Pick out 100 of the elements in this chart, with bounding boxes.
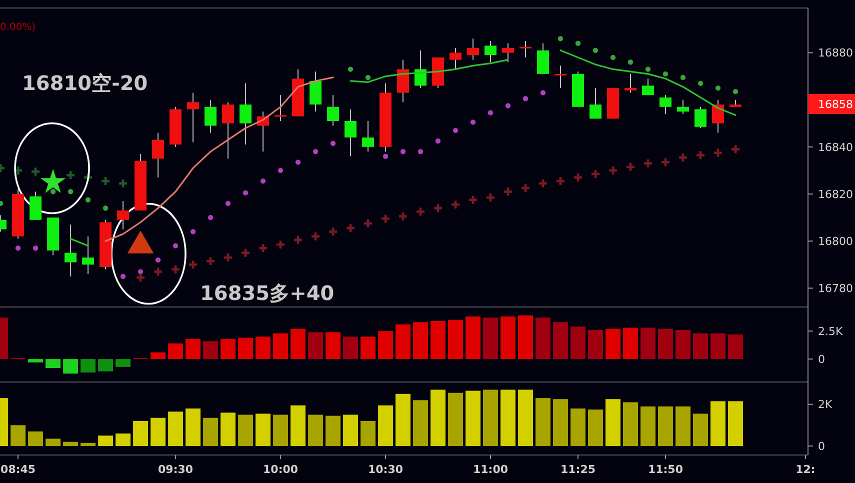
bar xyxy=(273,414,288,446)
point xyxy=(135,272,146,283)
bar xyxy=(658,328,673,360)
point xyxy=(100,176,111,186)
point xyxy=(625,162,636,172)
annotation: 0.00%) xyxy=(0,22,36,33)
point xyxy=(505,103,511,108)
y-tick-label: 2K xyxy=(818,398,833,412)
bar xyxy=(605,399,620,446)
x-tick-label: 08:45 xyxy=(0,463,36,476)
point xyxy=(680,74,686,80)
candlestick xyxy=(240,82,252,146)
point xyxy=(485,192,496,203)
point xyxy=(380,214,391,224)
y-tick-label: 0 xyxy=(818,440,825,453)
point xyxy=(555,176,566,186)
candlestick xyxy=(642,78,654,96)
bar xyxy=(430,390,446,446)
bar xyxy=(448,392,464,446)
bar xyxy=(63,359,78,374)
bar xyxy=(133,421,148,446)
bar xyxy=(605,328,620,360)
bar xyxy=(360,336,376,360)
bar xyxy=(623,328,638,360)
y-tick-label: 16880 xyxy=(818,46,853,60)
point xyxy=(502,186,514,197)
bar xyxy=(413,400,428,446)
point xyxy=(275,239,286,250)
bar xyxy=(518,390,534,446)
bar xyxy=(343,336,358,360)
point xyxy=(610,54,616,60)
bar xyxy=(186,408,201,446)
bar xyxy=(483,318,498,360)
bar xyxy=(220,412,236,446)
y-tick-label: 16840 xyxy=(818,140,853,154)
bar xyxy=(500,316,516,360)
candlestick xyxy=(694,106,706,129)
point xyxy=(608,165,618,176)
point xyxy=(205,256,216,266)
bar xyxy=(238,414,254,446)
bar xyxy=(63,442,78,446)
candlestick xyxy=(222,102,234,160)
point xyxy=(628,60,634,65)
candlestick xyxy=(712,99,724,134)
point xyxy=(678,152,688,163)
point xyxy=(712,148,724,158)
bar xyxy=(710,333,726,360)
bar xyxy=(728,334,743,360)
point xyxy=(310,231,321,242)
bar xyxy=(256,336,271,360)
candlestick xyxy=(274,94,287,122)
candlestick xyxy=(537,42,550,74)
point xyxy=(520,182,531,194)
candlestick xyxy=(310,71,322,112)
bar xyxy=(430,320,446,360)
candlestick xyxy=(624,73,637,94)
x-tick-label: 11:50 xyxy=(648,463,684,476)
bar xyxy=(552,399,568,446)
bar xyxy=(343,414,358,446)
candlestick xyxy=(484,40,497,63)
point xyxy=(382,154,388,159)
x-tick-label: 11:25 xyxy=(560,463,596,476)
x-tick-label: 10:30 xyxy=(368,463,404,476)
bar xyxy=(728,401,743,446)
point xyxy=(328,226,338,237)
point xyxy=(470,120,476,125)
bar xyxy=(116,359,131,367)
point xyxy=(188,259,198,270)
bar xyxy=(676,330,690,360)
bar xyxy=(98,359,114,372)
bar xyxy=(466,316,481,360)
bar xyxy=(588,330,603,360)
point xyxy=(452,128,458,134)
point xyxy=(278,168,284,174)
point xyxy=(592,48,598,53)
point xyxy=(190,229,196,234)
point xyxy=(172,243,178,248)
candlestick xyxy=(659,94,672,114)
point xyxy=(715,85,721,91)
bar xyxy=(623,402,638,446)
point xyxy=(225,200,231,206)
point xyxy=(450,199,461,210)
bar xyxy=(378,331,394,360)
point xyxy=(15,246,21,251)
point xyxy=(138,269,144,274)
x-tick-label: 12: xyxy=(796,463,816,476)
point xyxy=(642,158,654,169)
point xyxy=(65,170,76,180)
bar xyxy=(308,332,324,360)
bar xyxy=(203,341,218,360)
bar xyxy=(10,425,26,446)
bar xyxy=(80,442,96,446)
point xyxy=(362,218,374,229)
point xyxy=(345,222,356,234)
bar xyxy=(186,338,201,360)
point xyxy=(538,178,548,189)
point xyxy=(155,257,161,263)
candlestick xyxy=(64,224,77,277)
point xyxy=(82,172,94,183)
candlestick xyxy=(467,38,480,60)
